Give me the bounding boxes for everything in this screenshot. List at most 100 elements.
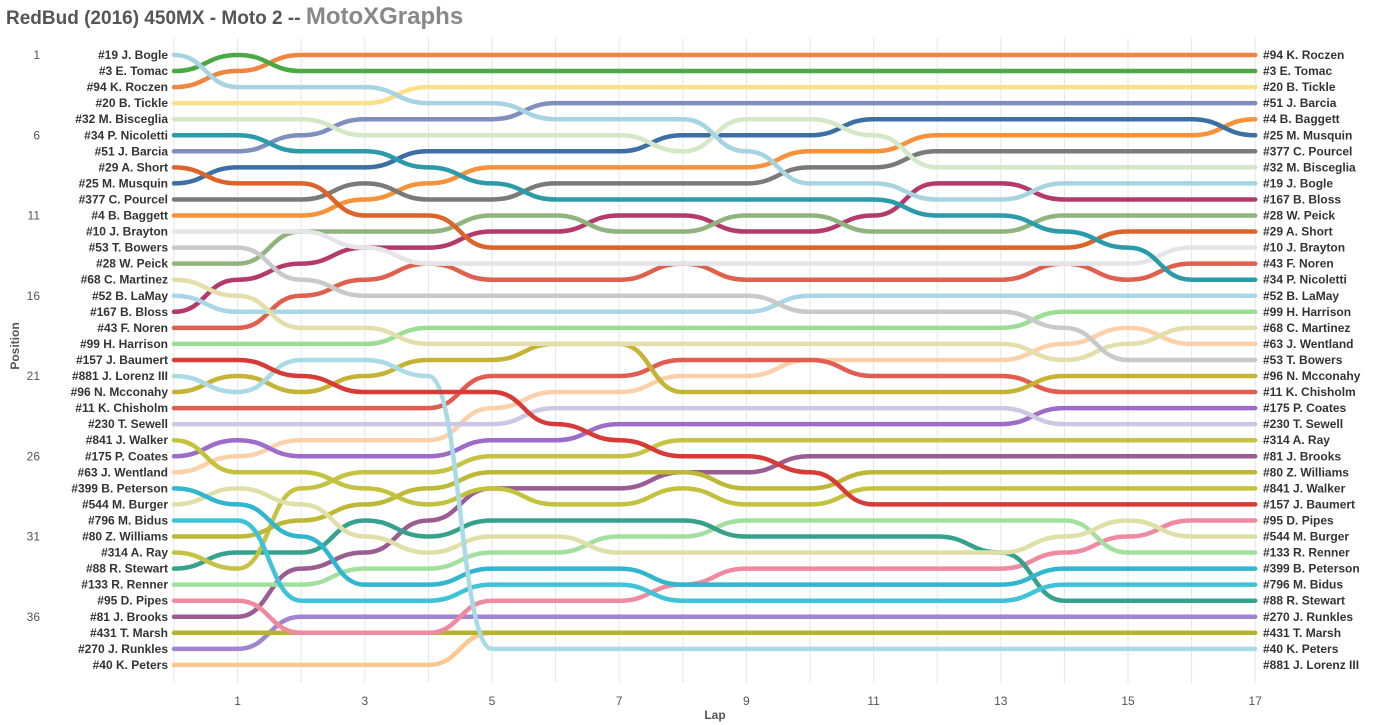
start-rider-label: #25 M. Musquin <box>79 176 168 190</box>
start-rider-label: #88 R. Stewart <box>86 562 168 576</box>
y-tick-label: 36 <box>27 610 41 624</box>
y-tick-label: 16 <box>27 289 41 303</box>
finish-rider-label: #3 E. Tomac <box>1263 64 1332 78</box>
x-tick-label: 3 <box>361 694 368 708</box>
series-line[interactable]: #53 T. Bowers <box>171 245 1258 363</box>
series-line[interactable]: #230 T. Sewell <box>171 405 1258 427</box>
finish-rider-label: #796 M. Bidus <box>1263 578 1343 592</box>
series-line[interactable]: #63 J. Wentland <box>171 325 1258 475</box>
y-tick-label: 1 <box>33 48 40 62</box>
finish-rider-label: #25 M. Musquin <box>1263 128 1352 142</box>
y-tick-label: 11 <box>28 209 41 223</box>
start-rider-label: #881 J. Lorenz III <box>72 369 168 383</box>
series-line[interactable]: #19 J. Bogle <box>171 52 1258 202</box>
start-rider-label: #230 T. Sewell <box>88 417 168 431</box>
finish-rider-label: #230 T. Sewell <box>1263 417 1343 431</box>
y-tick-label: 6 <box>33 128 40 142</box>
finish-rider-label: #80 Z. Williams <box>1263 465 1349 479</box>
series-line[interactable]: #167 B. Bloss <box>171 181 1258 315</box>
start-rider-label: #133 R. Renner <box>81 578 168 592</box>
series-line[interactable]: #881 J. Lorenz III <box>171 357 1258 652</box>
series-line[interactable]: #4 B. Baggett <box>171 116 1258 218</box>
finish-rider-label: #43 F. Noren <box>1263 257 1334 271</box>
finish-rider-label: #20 B. Tickle <box>1263 80 1336 94</box>
finish-rider-label: #314 A. Ray <box>1263 433 1330 447</box>
start-rider-label: #399 B. Peterson <box>71 481 168 495</box>
series-line[interactable]: #841 J. Walker <box>171 437 1258 507</box>
series-line[interactable]: #3 E. Tomac <box>171 52 1258 74</box>
start-rider-label: #4 B. Baggett <box>91 209 168 223</box>
series-line[interactable]: #95 D. Pipes <box>171 518 1258 636</box>
series-line[interactable]: #52 B. LaMay <box>171 293 1258 315</box>
series-line[interactable]: #11 K. Chisholm <box>171 357 1258 411</box>
start-rider-label: #68 C. Martinez <box>81 273 168 287</box>
finish-rider-label: #88 R. Stewart <box>1263 594 1345 608</box>
start-rider-label: #29 A. Short <box>98 160 168 174</box>
finish-rider-label: #52 B. LaMay <box>1263 289 1339 303</box>
finish-rider-label: #399 B. Peterson <box>1263 562 1360 576</box>
series-line[interactable]: #314 A. Ray <box>171 437 1258 571</box>
start-rider-label: #175 P. Coates <box>85 449 168 463</box>
finish-rider-label: #841 J. Walker <box>1263 481 1346 495</box>
start-rider-label: #63 J. Wentland <box>78 465 168 479</box>
series-line[interactable]: #96 N. Mcconahy <box>171 341 1258 395</box>
brand-name: MotoXGraphs <box>305 3 464 30</box>
x-tick-label: 17 <box>1249 694 1263 708</box>
series-line[interactable]: #270 J. Runkles <box>171 614 1258 652</box>
x-axis-ticks: 1 3 5 7 9 11 13 15 17 <box>234 694 1262 708</box>
start-rider-label: #796 M. Bidus <box>88 513 168 527</box>
start-rider-label: #270 J. Runkles <box>78 642 168 656</box>
finish-rider-label: #167 B. Bloss <box>1263 192 1341 206</box>
finish-rider-label: #10 J. Brayton <box>1263 241 1345 255</box>
series-line[interactable]: #28 W. Peick <box>171 213 1258 266</box>
start-rider-label: #28 W. Peick <box>96 257 168 271</box>
series-line[interactable]: #399 B. Peterson <box>171 486 1258 587</box>
series-lines[interactable]: #40 K. Peters#270 J. Runkles#431 T. Mars… <box>171 52 1258 668</box>
start-rider-label: #53 T. Bowers <box>89 241 169 255</box>
series-line[interactable]: #10 J. Brayton <box>171 229 1258 266</box>
start-rider-label: #841 J. Walker <box>86 433 169 447</box>
start-rider-label: #10 J. Brayton <box>86 225 168 239</box>
series-line[interactable]: #157 J. Baumert <box>171 357 1258 507</box>
series-line[interactable]: #796 M. Bidus <box>171 518 1258 603</box>
series-line[interactable]: #94 K. Roczen <box>171 52 1258 90</box>
y-tick-label: 21 <box>27 369 41 383</box>
start-rider-label: #40 K. Peters <box>93 658 169 672</box>
series-line[interactable]: #133 R. Renner <box>171 518 1258 587</box>
series-line[interactable]: #20 B. Tickle <box>171 84 1258 106</box>
finish-rider-label: #431 T. Marsh <box>1263 626 1341 640</box>
finish-rider-label: #157 J. Baumert <box>1263 497 1355 511</box>
finish-rider-label: #544 M. Burger <box>1263 530 1349 544</box>
start-rider-label: #544 M. Burger <box>82 497 168 511</box>
x-tick-label: 5 <box>489 694 496 708</box>
series-line[interactable]: #68 C. Martinez <box>171 277 1258 363</box>
series-line[interactable]: #32 M. Bisceglia <box>171 116 1258 170</box>
y-axis-label: Position <box>8 322 22 369</box>
finish-rider-label: #51 J. Barcia <box>1263 96 1337 110</box>
series-line[interactable]: #29 A. Short <box>171 165 1258 250</box>
series-line[interactable]: #175 P. Coates <box>171 405 1258 459</box>
finish-rider-label: #95 D. Pipes <box>1263 513 1334 527</box>
start-rider-label: #3 E. Tomac <box>99 64 168 78</box>
series-line[interactable]: #80 Z. Williams <box>171 470 1258 539</box>
finish-rider-label: #32 M. Bisceglia <box>1263 160 1356 174</box>
start-rider-label: #11 K. Chisholm <box>75 401 168 415</box>
series-line[interactable]: #544 M. Burger <box>171 486 1258 555</box>
start-rider-label: #34 P. Nicoletti <box>84 128 168 142</box>
series-line[interactable]: #88 R. Stewart <box>171 518 1258 603</box>
start-rider-label: #94 K. Roczen <box>87 80 168 94</box>
x-tick-label: 9 <box>743 694 750 708</box>
series-line[interactable]: #51 J. Barcia <box>171 100 1258 154</box>
finish-rider-label: #94 K. Roczen <box>1263 48 1344 62</box>
x-tick-label: 1 <box>234 694 241 708</box>
start-rider-label: #157 J. Baumert <box>76 353 168 367</box>
start-rider-label: #80 Z. Williams <box>82 530 168 544</box>
series-line[interactable]: #34 P. Nicoletti <box>171 132 1258 282</box>
series-line[interactable]: #99 H. Harrison <box>171 309 1258 347</box>
finish-rider-label: #19 J. Bogle <box>1263 176 1333 190</box>
finish-rider-label: #81 J. Brooks <box>1263 449 1341 463</box>
start-rider-label: #52 B. LaMay <box>92 289 168 303</box>
series-line[interactable]: #377 C. Pourcel <box>171 149 1258 202</box>
finish-rider-label: #99 H. Harrison <box>1263 305 1351 319</box>
